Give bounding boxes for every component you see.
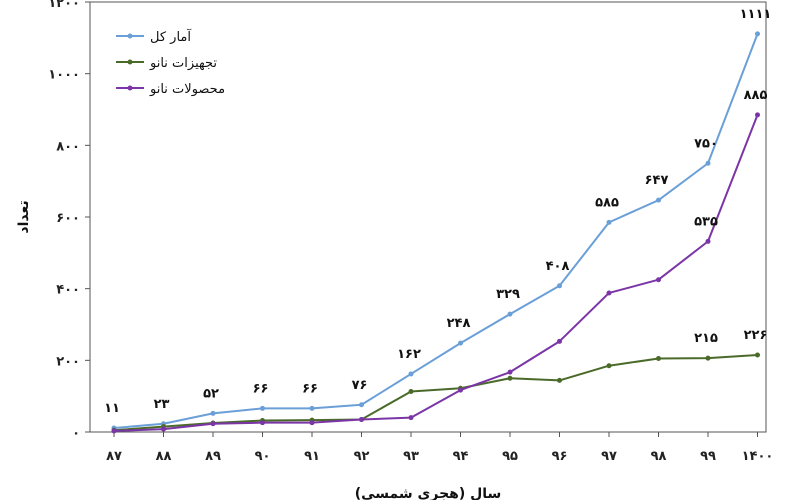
x-tick-label: ۹۰	[255, 449, 271, 464]
series-layer	[111, 31, 760, 434]
legend-label: محصولات نانو	[149, 82, 225, 97]
x-tick-label: ۸۷	[106, 449, 122, 464]
data-label: ۷۶	[352, 378, 368, 393]
data-label: ۵۸۵	[595, 195, 619, 210]
data-point	[507, 311, 513, 317]
x-tick-label: ۱۴۰۰	[742, 449, 774, 464]
y-tick-label: ۶۰۰	[56, 211, 80, 226]
data-point	[557, 283, 562, 289]
data-point	[656, 356, 661, 362]
x-tick-label: ۹۷	[601, 449, 617, 464]
data-label: ۶۶	[253, 381, 269, 396]
x-tick-label: ۹۵	[502, 449, 518, 464]
data-point	[458, 340, 463, 346]
legend-label: آمار کل	[150, 28, 192, 45]
data-point	[408, 415, 414, 421]
y-tick-label: ۱۲۰۰	[48, 0, 80, 11]
x-tick-label: ۹۲	[354, 449, 370, 464]
data-point	[210, 410, 216, 416]
x-axis-title: سال (هجری شمسی)	[355, 486, 502, 500]
legend-label: تجهیزات نانو	[149, 56, 217, 71]
legend-marker	[127, 33, 133, 39]
data-labels: ۱۱ ۲۳ ۵۲ ۶۶ ۶۶ ۷۶ ۱۶۲ ۲۴۸ ۳۲۹ ۴۰۸ ۵۸۵ ۶۴۷ ۷۵۰ ۱۱۱۱ ۲۱۵…	[104, 7, 771, 416]
data-point	[408, 389, 414, 395]
data-point	[755, 352, 760, 358]
y-tick-label: ۲۰۰	[56, 354, 80, 369]
x-tick-label: ۹۸	[651, 449, 667, 464]
data-point	[557, 338, 562, 344]
data-point	[705, 355, 711, 361]
data-point	[161, 426, 166, 432]
data-point	[260, 405, 265, 411]
data-point	[111, 428, 117, 434]
data-point	[260, 420, 265, 426]
data-label: ۵۳۵	[694, 214, 718, 229]
x-axis: ۸۷ ۸۸ ۸۹ ۹۰ ۹۱ ۹۲ ۹۳ ۹۴ ۹۵ ۹۶ ۹۷ ۹۸ ۹۹ ۱۴۰۰	[106, 432, 773, 464]
data-label: ۳۲۹	[496, 287, 520, 302]
data-point	[606, 363, 612, 369]
x-tick-label: ۹۴	[453, 449, 469, 464]
data-label: ۴۰۸	[546, 259, 570, 274]
x-tick-label: ۸۸	[156, 449, 172, 464]
data-point	[309, 420, 315, 426]
legend: آمار کل تجهیزات نانو محصولات نانو	[116, 28, 225, 97]
x-tick-label: ۹۹	[700, 449, 716, 464]
data-point	[507, 375, 513, 381]
data-label: ۷۵۰	[694, 136, 718, 151]
data-point	[656, 277, 661, 283]
data-label: ۸۸۵	[744, 88, 768, 103]
data-point	[359, 402, 364, 408]
data-label: ۲۴۸	[447, 316, 471, 331]
series-line	[113, 114, 759, 432]
x-tick-label: ۸۹	[205, 449, 221, 464]
data-point	[359, 416, 364, 422]
data-label: ۵۲	[203, 386, 219, 401]
data-label: ۱۱۱۱	[740, 7, 772, 22]
data-label: ۶۴۷	[645, 173, 669, 188]
data-label: ۲۲۶	[744, 328, 768, 343]
y-axis-title: تعداد	[16, 200, 32, 233]
y-tick-label: ۸۰۰	[56, 139, 80, 154]
legend-marker	[127, 85, 133, 91]
data-label: ۲۱۵	[694, 331, 718, 346]
data-point	[606, 290, 612, 296]
y-tick-label: ۴۰۰	[56, 283, 80, 298]
y-tick-label: ۰	[72, 426, 80, 441]
data-point	[606, 219, 612, 225]
data-point	[755, 31, 760, 37]
legend-marker	[127, 59, 133, 65]
data-point	[408, 371, 414, 377]
data-point	[656, 197, 661, 203]
series-line	[113, 33, 759, 430]
data-label: ۱۱	[104, 401, 120, 416]
y-tick-label: ۱۰۰۰	[48, 68, 80, 83]
data-point	[309, 405, 315, 411]
x-tick-label: ۹۶	[552, 449, 568, 464]
data-point	[705, 160, 711, 166]
x-tick-label: ۹۳	[403, 449, 419, 464]
x-tick-label: ۹۱	[304, 449, 320, 464]
data-point	[458, 387, 463, 393]
data-point	[507, 369, 513, 375]
data-label: ۲۳	[154, 397, 170, 412]
data-point	[557, 377, 562, 383]
data-point	[210, 421, 216, 427]
data-label: ۶۶	[302, 381, 318, 396]
data-label: ۱۶۲	[397, 347, 421, 362]
y-axis: ۰ ۲۰۰ ۴۰۰ ۶۰۰ ۸۰۰ ۱۰۰۰ ۱۲۰۰	[48, 0, 90, 441]
data-point	[705, 238, 711, 244]
data-point	[755, 112, 760, 118]
